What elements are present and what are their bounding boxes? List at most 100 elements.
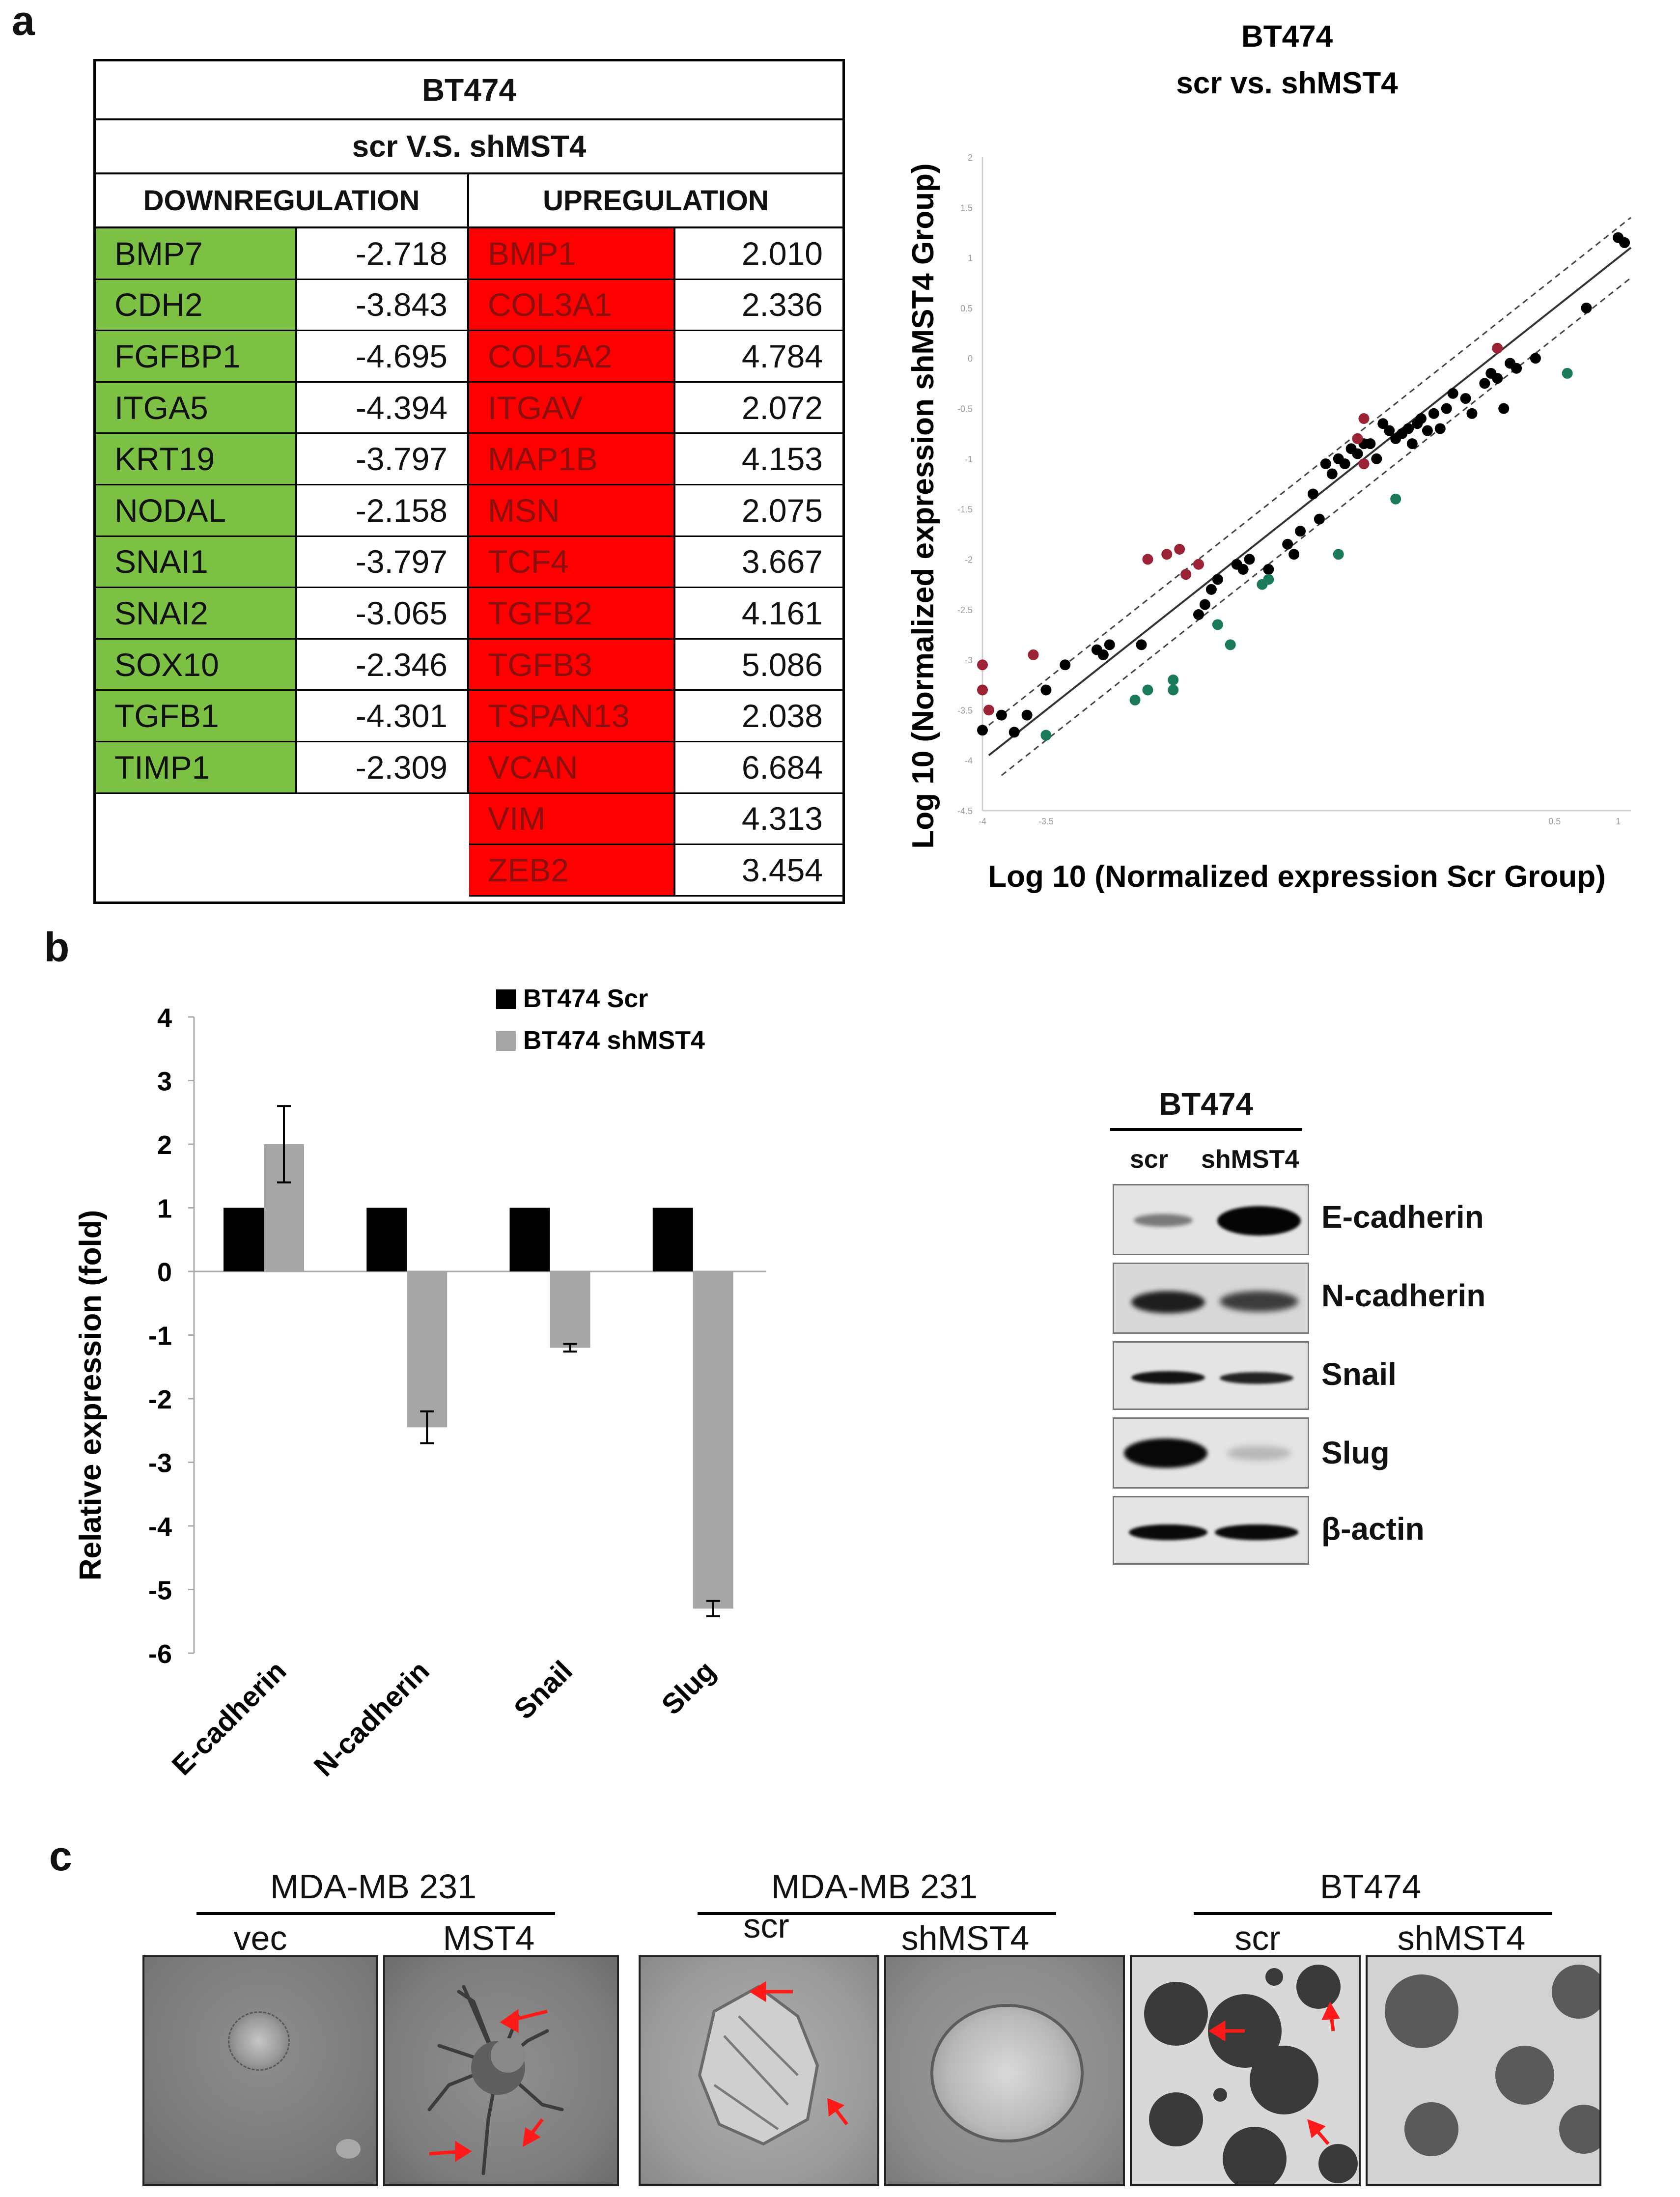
- down-gene-cdh2: CDH2: [96, 280, 297, 332]
- bar-ytick-label: 4: [157, 1003, 172, 1033]
- down-gene-tgfb1: TGFB1: [96, 691, 297, 742]
- scatter-ytick: 1.5: [960, 203, 973, 213]
- scatter-point-downregulated: [1129, 694, 1141, 705]
- down-value-cdh2: -3.843: [297, 280, 469, 332]
- blot-strip-beta-actin: [1113, 1496, 1309, 1565]
- scatter-plot: BT474 scr vs. shMST4 Log 10 (Normalized …: [906, 20, 1632, 894]
- scatter-point-upregulated: [1352, 433, 1363, 444]
- bar-ytick-label: 2: [157, 1130, 172, 1160]
- down-value-itga5: -4.394: [297, 382, 469, 434]
- down-value-nodal: -2.158: [297, 485, 469, 537]
- bar-bt474-shmst4-snail: [550, 1271, 590, 1348]
- bar-ytick-label: -1: [148, 1322, 172, 1351]
- scatter-point-downregulated: [1168, 684, 1179, 696]
- scatter-point-upregulated: [1180, 569, 1192, 580]
- scatter-ytick: -2: [965, 555, 973, 564]
- up-gene-itgav: ITGAV: [469, 382, 675, 434]
- bar-chart: Relative expression (fold) 4 3 2 1 0 -1 -2 -3 -4…: [74, 985, 766, 1782]
- scatter-point-unchanged: [1314, 513, 1325, 525]
- legend-swatch: [496, 989, 516, 1009]
- scatter-point-downregulated: [1390, 493, 1401, 505]
- scatter-point-unchanged: [1492, 373, 1503, 384]
- scatter-ytick: -3: [965, 655, 973, 665]
- c-group2-bar: [698, 1912, 1056, 1915]
- scatter-ytick: -3.5: [957, 705, 973, 715]
- c-group3-bar: [1194, 1912, 1552, 1915]
- scatter-ytick: -4: [965, 756, 973, 766]
- downregulation-header: DOWNREGULATION: [96, 174, 469, 228]
- scatter-point-downregulated: [1562, 367, 1573, 379]
- scatter-point-unchanged: [1511, 363, 1522, 374]
- up-gene-msn: MSN: [469, 485, 675, 537]
- down-gene-nodal: NODAL: [96, 485, 297, 537]
- blot-strip-snail: [1113, 1341, 1309, 1410]
- scatter-point-upregulated: [1358, 458, 1370, 470]
- legend-label: BT474 shMST4: [523, 1026, 705, 1055]
- upper-boundary-line: [988, 217, 1631, 726]
- c-group1-left-label: vec: [233, 1919, 287, 1957]
- micrograph-bt474-scr: [1130, 1955, 1361, 2186]
- scatter-point-unchanged: [1244, 554, 1255, 565]
- down-value-snai2: -3.065: [297, 588, 469, 640]
- down-gene-snai1: SNAI1: [96, 536, 297, 589]
- micrograph-mda-vec: [142, 1955, 378, 2186]
- up-value-vim: 4.313: [675, 794, 842, 845]
- identity-line: [988, 247, 1632, 757]
- up-value-vcan: 6.684: [675, 742, 842, 794]
- blot-label-slug: Slug: [1321, 1435, 1390, 1470]
- c-group1-right-label: MST4: [443, 1919, 535, 1957]
- scatter-subtitle: scr vs. shMST4: [1176, 66, 1398, 100]
- bar-bt474-shmst4-slug: [693, 1271, 733, 1609]
- down-gene-itga5: ITGA5: [96, 382, 297, 434]
- table-subtitle: scr V.S. shMST4: [96, 120, 842, 174]
- scatter-ytick: 0: [968, 354, 973, 364]
- blot-strip-slug: [1113, 1417, 1309, 1489]
- scatter-point-upregulated: [983, 704, 994, 716]
- bar-ytick-label: -3: [148, 1449, 172, 1478]
- scatter-point-unchanged: [1104, 639, 1115, 650]
- down-value-krt19: -3.797: [297, 434, 469, 485]
- down-value-tgfb1: -4.301: [297, 691, 469, 742]
- scatter-point-unchanged: [1237, 563, 1249, 575]
- down-gene-fgfbp1: FGFBP1: [96, 331, 297, 383]
- up-gene-col5a2: COL5A2: [469, 331, 675, 383]
- bar-ytick-label: -6: [148, 1639, 172, 1669]
- bar-ytick-label: 3: [157, 1067, 172, 1097]
- up-gene-zeb2: ZEB2: [469, 845, 675, 897]
- scatter-xlabel: Log 10 (Normalized expression Scr Group): [988, 860, 1606, 894]
- scatter-ylabel: Log 10 (Normalized expression shMST4 Gro…: [906, 163, 940, 848]
- blot-label-beta-actin: β-actin: [1321, 1511, 1425, 1547]
- lower-boundary-line: [1001, 277, 1631, 776]
- scatter-point-downregulated: [1225, 639, 1236, 650]
- scatter-point-upregulated: [1358, 413, 1370, 424]
- c-group3-right-label: shMST4: [1397, 1919, 1526, 1957]
- scatter-point-unchanged: [1447, 388, 1458, 399]
- c-group3-title: BT474: [1319, 1867, 1422, 1906]
- scatter-point-upregulated: [1492, 342, 1503, 354]
- scatter-point-unchanged: [1581, 302, 1592, 313]
- micrograph-mda-mst4: [383, 1955, 619, 2186]
- scatter-point-unchanged: [1199, 599, 1210, 610]
- scatter-point-unchanged: [1307, 488, 1318, 500]
- bar-ytick-label: -2: [148, 1385, 172, 1414]
- up-value-itgav: 2.072: [675, 383, 842, 434]
- bar-ytick-label: -4: [148, 1512, 172, 1542]
- blot-title-bar: [1110, 1128, 1302, 1131]
- scatter-point-unchanged: [1282, 538, 1293, 550]
- bar-category-label: Snail: [508, 1655, 579, 1725]
- up-value-map1b: 4.153: [675, 434, 842, 485]
- up-value-zeb2: 3.454: [675, 845, 842, 897]
- scatter-point-upregulated: [977, 659, 988, 671]
- scatter-point-downregulated: [1263, 574, 1274, 585]
- blot-title: BT474: [1158, 1086, 1254, 1122]
- bar-bt474-scr-slug: [652, 1208, 693, 1271]
- scatter-point-unchanged: [1406, 438, 1418, 450]
- up-value-tspan13: 2.038: [675, 691, 842, 742]
- scatter-point-unchanged: [1365, 438, 1376, 450]
- panel-label-a: a: [12, 0, 35, 44]
- scatter-point-upregulated: [1161, 549, 1173, 560]
- blot-lane-scr: scr: [1130, 1145, 1169, 1174]
- scatter-point-unchanged: [1193, 609, 1204, 620]
- up-gene-tcf4: TCF4: [469, 536, 675, 589]
- down-gene-sox10: SOX10: [96, 639, 297, 691]
